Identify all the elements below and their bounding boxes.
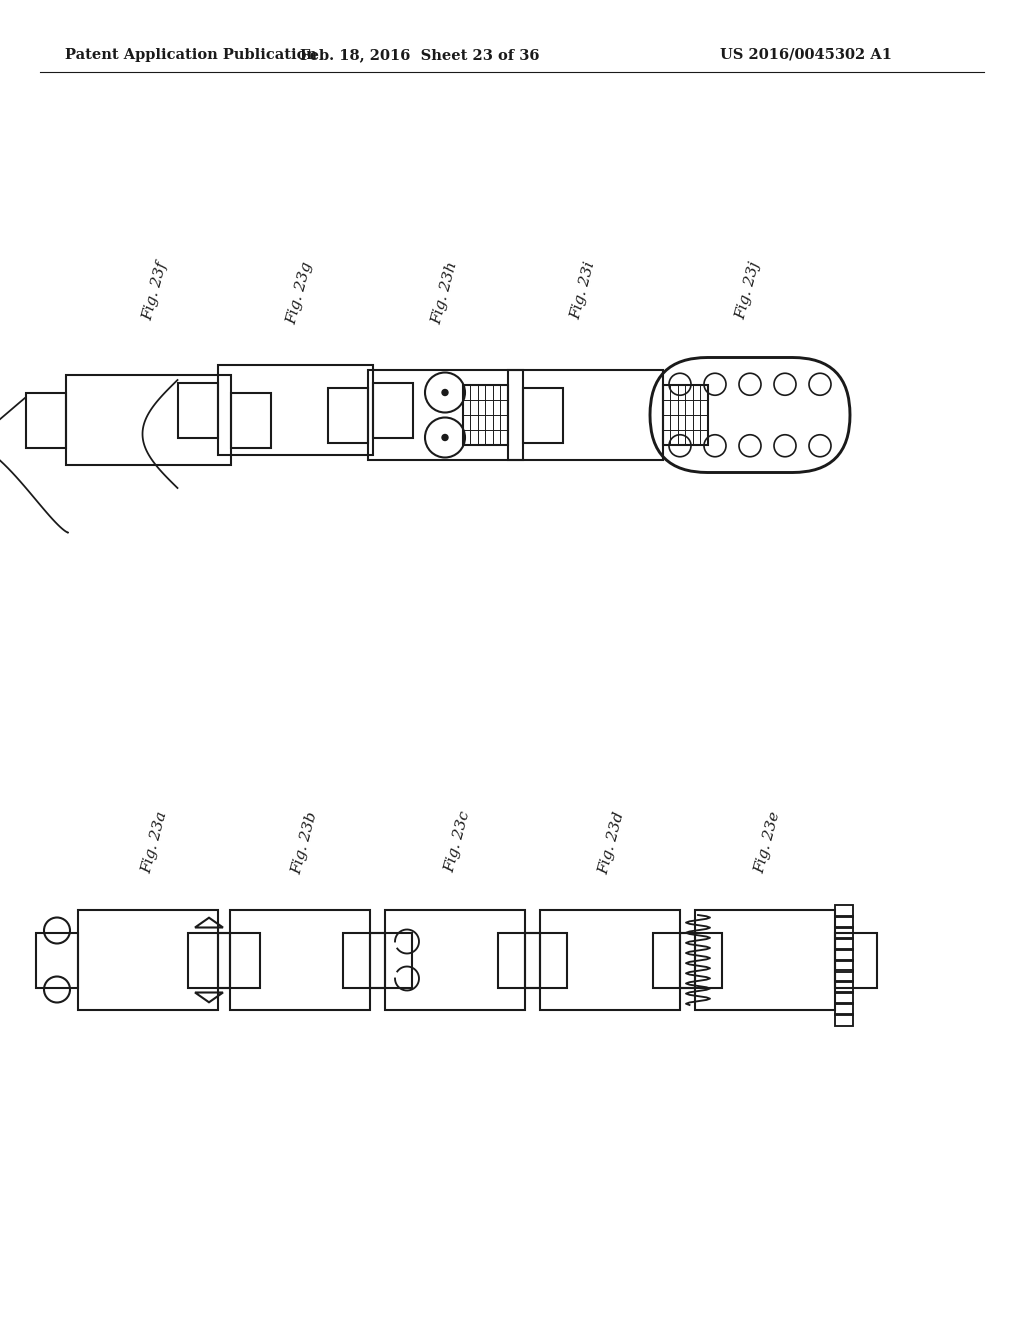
- Text: Fig. 23b: Fig. 23b: [290, 810, 321, 875]
- Circle shape: [442, 389, 449, 396]
- Circle shape: [442, 434, 449, 441]
- Text: Fig. 23a: Fig. 23a: [140, 810, 170, 875]
- Text: Fig. 23i: Fig. 23i: [568, 260, 597, 321]
- Text: Fig. 23e: Fig. 23e: [753, 810, 783, 875]
- Text: Fig. 23g: Fig. 23g: [285, 260, 315, 326]
- Text: Fig. 23c: Fig. 23c: [443, 810, 473, 874]
- Text: Feb. 18, 2016  Sheet 23 of 36: Feb. 18, 2016 Sheet 23 of 36: [300, 48, 540, 62]
- Text: US 2016/0045302 A1: US 2016/0045302 A1: [720, 48, 892, 62]
- Text: Fig. 23j: Fig. 23j: [733, 260, 763, 321]
- Text: Patent Application Publication: Patent Application Publication: [65, 48, 317, 62]
- Text: Fig. 23f: Fig. 23f: [140, 260, 170, 322]
- Text: Fig. 23d: Fig. 23d: [597, 810, 627, 875]
- Text: Fig. 23h: Fig. 23h: [430, 260, 460, 326]
